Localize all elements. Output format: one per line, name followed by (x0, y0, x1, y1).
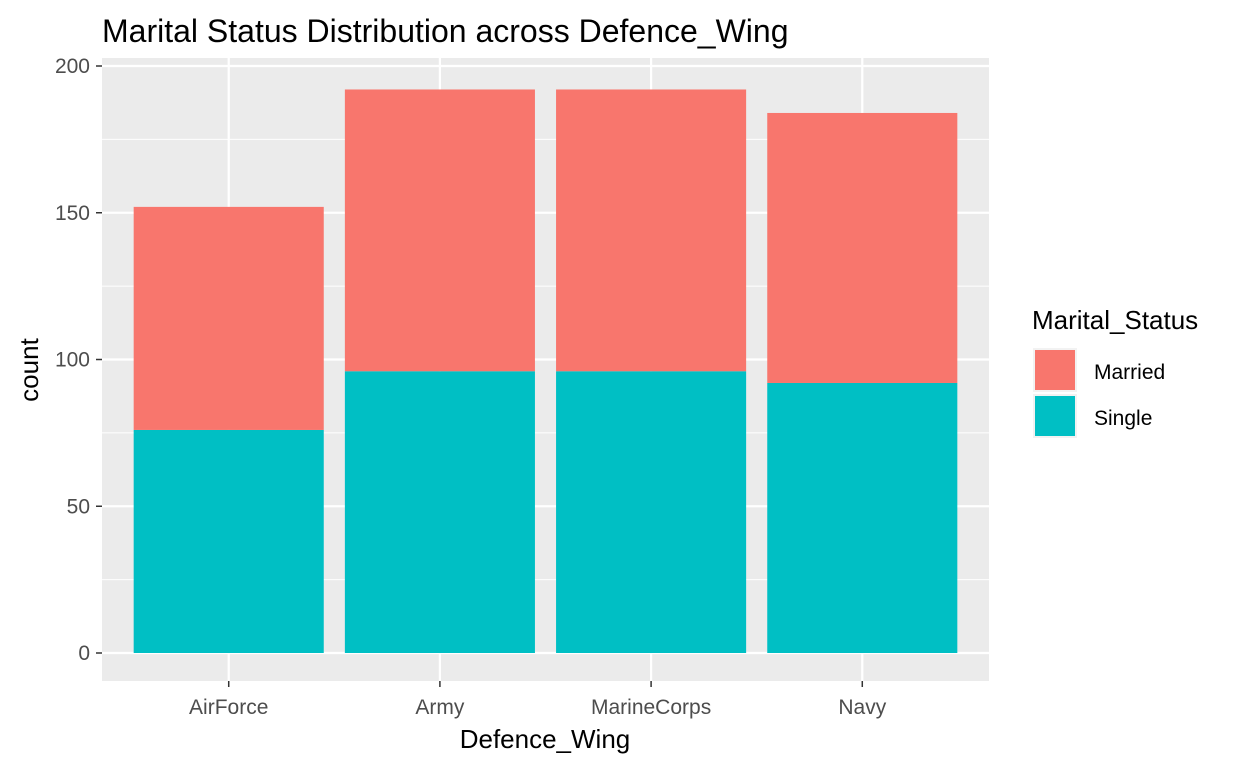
bars (133, 89, 958, 653)
x-axis-title: Defence_Wing (460, 724, 631, 754)
y-tick-label: 50 (67, 495, 90, 518)
legend-label-married: Married (1094, 361, 1165, 384)
bar-single-navy (767, 382, 958, 653)
x-tick-label: Navy (838, 696, 886, 719)
bar-single-airforce (133, 429, 324, 653)
chart-title: Marital Status Distribution across Defen… (102, 13, 789, 49)
y-tick-label: 0 (78, 642, 90, 665)
bar-married-airforce (133, 206, 324, 430)
y-tick-label: 100 (55, 349, 90, 372)
legend-items: Married Single (1033, 348, 1165, 438)
x-tick-label: Army (415, 696, 464, 719)
y-axis: 0 50 100 150 200 (55, 55, 102, 665)
legend-label-single: Single (1094, 407, 1152, 430)
legend: Marital_Status Married Single (1032, 305, 1198, 438)
y-tick-label: 200 (55, 55, 90, 78)
bar-married-navy (767, 112, 958, 383)
plot-panel (102, 58, 989, 681)
legend-key-single (1035, 396, 1075, 436)
bar-married-marinecorps (556, 89, 747, 372)
legend-title: Marital_Status (1032, 305, 1198, 335)
y-tick-label: 150 (55, 202, 90, 225)
x-tick-label: MarineCorps (591, 696, 711, 719)
y-axis-title: count (14, 337, 44, 401)
bar-single-army (344, 371, 535, 653)
bar-married-army (344, 89, 535, 372)
legend-key-married (1035, 350, 1075, 390)
x-axis: AirForce Army MarineCorps Navy (189, 681, 887, 719)
x-tick-label: AirForce (189, 696, 268, 719)
bar-single-marinecorps (556, 371, 747, 653)
